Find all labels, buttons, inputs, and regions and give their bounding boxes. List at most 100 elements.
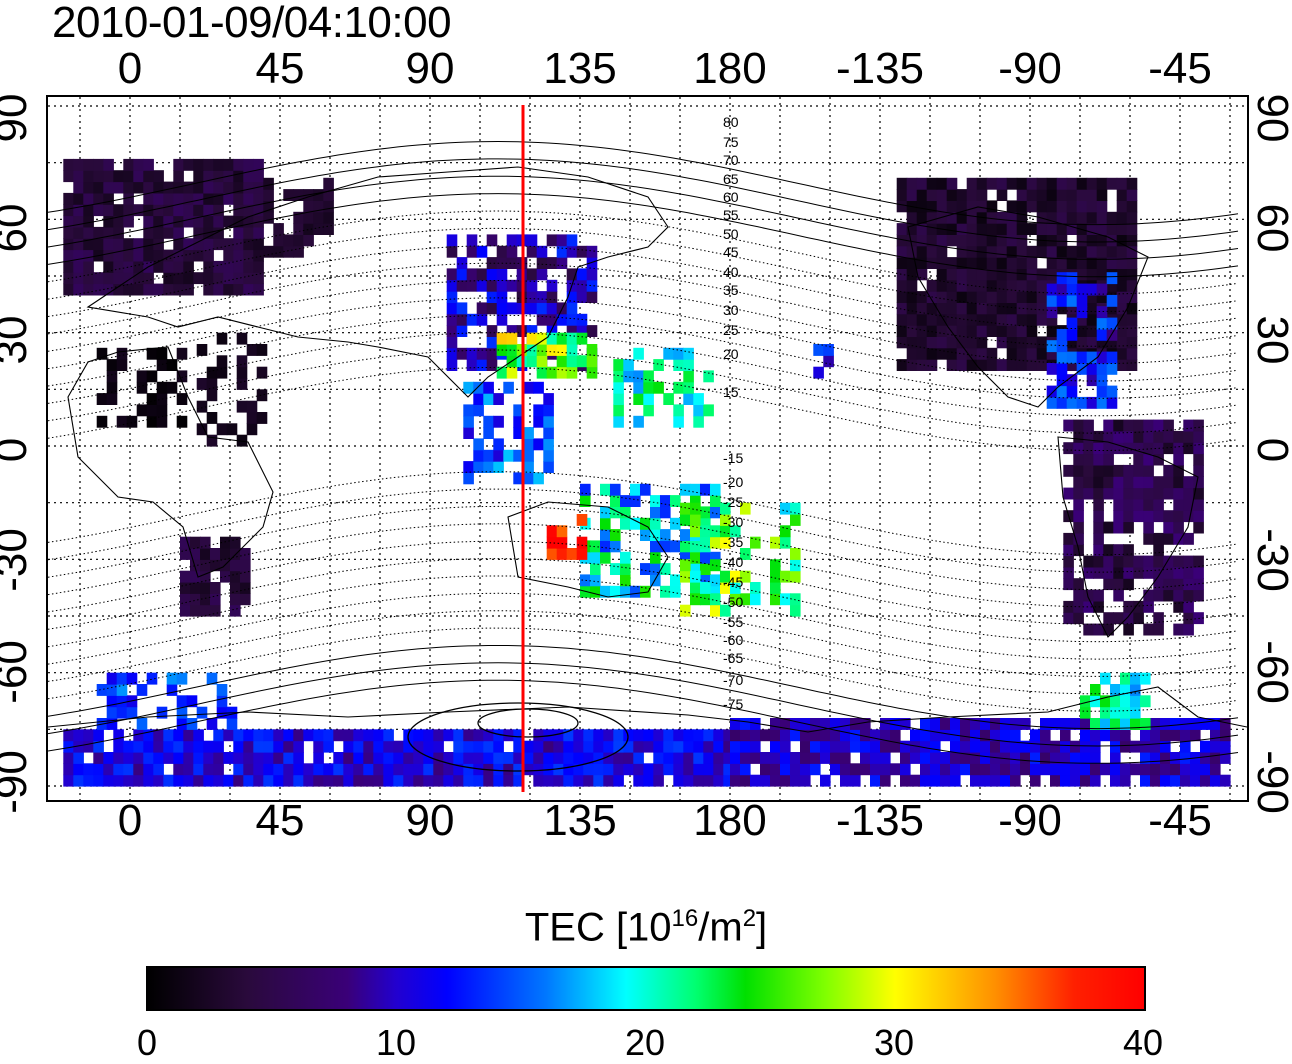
tec-cell	[1073, 510, 1084, 523]
tec-cell	[700, 517, 711, 530]
tec-cell	[233, 752, 244, 764]
tec-cell	[940, 763, 951, 776]
tec-cell	[173, 204, 184, 217]
tec-cell	[303, 211, 314, 224]
tec-cell	[73, 158, 84, 171]
tec-cell	[103, 763, 114, 776]
tec-cell	[523, 472, 534, 485]
tec-cell	[353, 752, 364, 764]
tec-cell	[703, 404, 714, 417]
tec-cell	[213, 260, 224, 273]
tec-cell	[996, 177, 1008, 190]
tec-cell	[486, 347, 498, 360]
tec-cell	[1076, 313, 1088, 326]
tec-cell	[946, 257, 958, 269]
tec-cell	[543, 449, 554, 462]
tec-cell	[146, 404, 158, 417]
tec-cell	[986, 211, 998, 224]
tec-cell	[1180, 752, 1191, 764]
tec-cell	[1093, 555, 1104, 568]
tec-cell	[1096, 336, 1108, 349]
tec-cell	[1080, 763, 1091, 776]
tec-cell	[200, 559, 211, 572]
tec-cell	[486, 336, 498, 349]
tec-cell	[1113, 578, 1124, 591]
tec-cell	[73, 763, 84, 776]
tec-cell	[126, 706, 138, 719]
tec-cell	[546, 366, 558, 379]
tec-cell	[303, 729, 314, 742]
tec-cell	[1143, 521, 1154, 534]
tec-cell	[236, 355, 248, 368]
tec-cell	[1056, 362, 1068, 375]
tec-cell	[1116, 359, 1128, 371]
tec-cell	[206, 434, 218, 447]
tec-cell	[423, 729, 434, 742]
tec-cell	[1016, 313, 1028, 326]
tec-cell	[1006, 302, 1018, 315]
tec-cell	[920, 718, 931, 730]
tec-cell	[1050, 763, 1061, 776]
tec-cell	[1183, 498, 1194, 511]
tec-cell	[256, 389, 268, 402]
coastline	[86, 166, 669, 398]
tec-cell	[930, 763, 941, 776]
tec-cell	[73, 238, 84, 251]
tec-cell	[246, 412, 258, 424]
magnetic-contour	[48, 627, 1239, 712]
tec-cell	[580, 483, 591, 496]
tec-cell	[546, 234, 558, 247]
tec-cell	[103, 181, 114, 194]
tec-cell	[813, 366, 824, 379]
tec-cell	[193, 226, 204, 239]
tec-cell	[83, 249, 94, 262]
tec-cell	[916, 313, 928, 326]
tec-cell	[950, 774, 961, 787]
tec-cell	[920, 774, 931, 787]
tec-cell	[323, 763, 334, 776]
tec-cell	[623, 752, 634, 764]
tec-cell	[243, 283, 254, 296]
tec-cell	[183, 181, 194, 194]
tec-cell	[176, 415, 188, 428]
tec-cell	[1080, 695, 1091, 708]
tec-cell	[106, 695, 118, 708]
tec-cell	[1210, 752, 1221, 764]
tec-cell	[1200, 752, 1211, 764]
tec-cell	[443, 763, 454, 776]
tec-cell	[990, 774, 1001, 787]
tec-cell	[1010, 718, 1021, 730]
tec-cell	[216, 684, 228, 696]
tec-cell	[593, 752, 604, 764]
tec-cell	[456, 268, 468, 281]
tec-cell	[966, 177, 978, 190]
tec-cell	[1030, 752, 1041, 764]
tec-cell	[820, 752, 831, 764]
tec-cell	[593, 729, 604, 742]
tec-cell	[473, 449, 484, 462]
tec-cell	[1083, 442, 1094, 455]
tec-cell	[1160, 718, 1171, 730]
tec-cell	[243, 215, 254, 228]
tec-cell	[1163, 566, 1174, 579]
tec-cell	[1183, 487, 1194, 500]
tec-cell	[503, 763, 514, 776]
tec-cell	[333, 729, 344, 742]
tec-cell	[1183, 442, 1194, 455]
tec-cell	[966, 257, 978, 269]
tec-cell	[83, 170, 94, 183]
tec-cell	[146, 415, 158, 428]
tec-cell	[740, 570, 751, 583]
contour-labels: 8075706560555045403530252015-15-20-25-30…	[723, 114, 743, 712]
tec-cell	[850, 740, 861, 753]
coastline	[48, 686, 1247, 733]
tec-cell	[610, 529, 621, 541]
tec-cell	[830, 752, 841, 764]
tec-cell	[186, 695, 198, 708]
tec-cell	[1076, 396, 1088, 409]
tec-cell	[1080, 729, 1091, 742]
tec-cell	[680, 529, 691, 541]
tec-cell	[196, 400, 208, 413]
tec-cell	[1100, 729, 1111, 742]
tec-cell	[730, 582, 741, 594]
